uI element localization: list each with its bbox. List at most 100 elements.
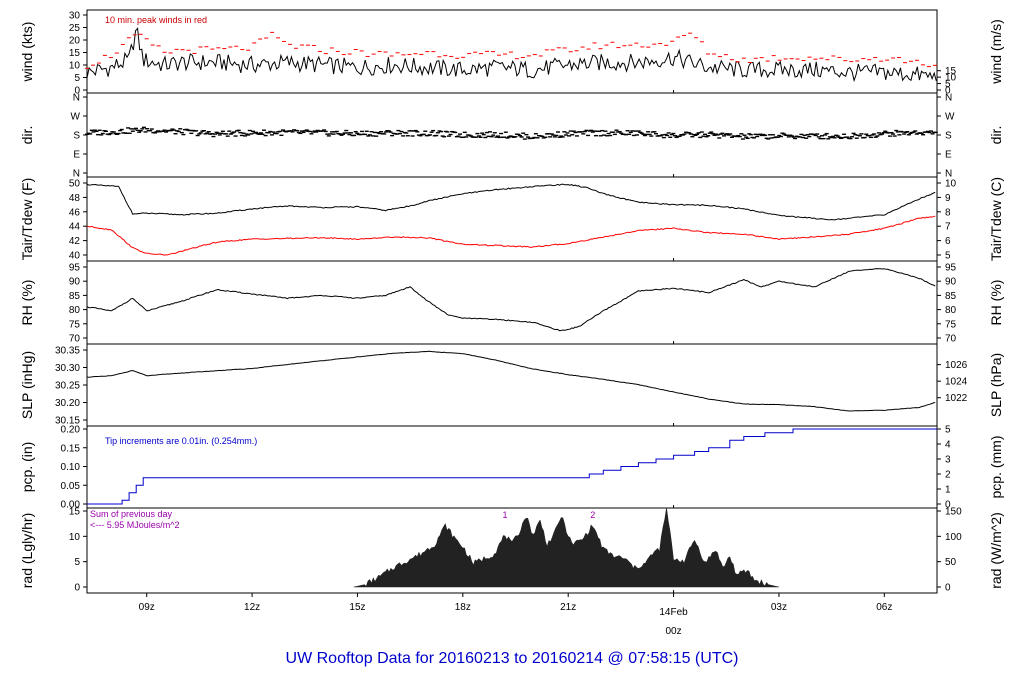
slp-right-tick-label: 1024 — [945, 377, 968, 388]
wind-right-axis-title: wind (m/s) — [988, 19, 1004, 85]
wind-frame — [86, 9, 938, 94]
dir-right-tick-label: S — [945, 131, 952, 142]
dir-left-tick-label: S — [73, 131, 80, 142]
time-tick-label: 12z — [244, 602, 260, 613]
precip-annotation: Tip increments are 0.01in. (0.254mm.) — [105, 436, 257, 446]
time-tick-label: 15z — [349, 602, 365, 613]
rh-left-tick-label: 75 — [69, 319, 81, 330]
pcp-right-axis-title: pcp. (mm) — [988, 436, 1004, 499]
wind-right-tick-label: 15 — [945, 66, 957, 77]
pcp-right-tick-label: 4 — [945, 440, 951, 451]
rad-left-tick-label: 0 — [74, 583, 80, 594]
temp-tdew-series — [86, 215, 936, 256]
rad-left-tick-label: 5 — [74, 557, 80, 568]
dir-right-tick-label: N — [945, 93, 952, 104]
pcp-left-tick-label: 0.05 — [61, 481, 81, 492]
dir-right-tick-label: N — [945, 169, 952, 180]
slp-left-tick-label: 30.15 — [55, 416, 80, 427]
rh-right-tick-label: 90 — [945, 277, 957, 288]
rad-right-tick-label: 150 — [945, 507, 962, 518]
rad-right-tick-label: 50 — [945, 557, 957, 568]
dir-left-tick-label: N — [73, 169, 80, 180]
pcp-right-tick-label: 2 — [945, 470, 951, 481]
slp-left-tick-label: 30.25 — [55, 381, 80, 392]
slp-left-tick-label: 30.20 — [55, 398, 80, 409]
rh-left-tick-label: 70 — [69, 334, 81, 345]
rad-left-tick-label: 15 — [69, 507, 81, 518]
temp-right-tick-label: 10 — [945, 179, 957, 190]
rad-right-tick-label: 0 — [945, 583, 951, 594]
slp-right-axis-title: SLP (hPa) — [988, 353, 1004, 417]
rh-left-tick-label: 95 — [69, 263, 81, 274]
temp-left-tick-label: 46 — [69, 207, 81, 218]
pcp-left-axis-title: pcp. (in) — [19, 442, 35, 493]
slp-left-tick-label: 30.35 — [55, 346, 80, 357]
rad-left-tick-label: 10 — [69, 532, 81, 543]
wind-left-tick-label: 5 — [74, 73, 80, 84]
rh-left-tick-label: 90 — [69, 277, 81, 288]
dir-right-tick-label: W — [945, 112, 955, 123]
wind-right-tick-label: 5 — [945, 79, 951, 90]
radiation-marker-label: 2 — [590, 510, 595, 520]
time-tick-label: 06z — [876, 602, 892, 613]
temp-frame — [86, 176, 938, 262]
temp-left-tick-label: 40 — [69, 251, 81, 262]
wind-left-tick-label: 20 — [69, 36, 81, 47]
slp-left-tick-label: 30.30 — [55, 363, 80, 374]
rh-right-tick-label: 75 — [945, 319, 957, 330]
temp-right-tick-label: 7 — [945, 222, 951, 233]
rad-left-axis-title: rad (Lgly/hr) — [19, 513, 35, 588]
precip-series — [87, 428, 937, 505]
time-tick-label: 00z — [666, 626, 682, 637]
wind-left-tick-label: 25 — [69, 23, 81, 34]
rh-right-tick-label: 80 — [945, 305, 957, 316]
wind-right-tick-label: 10 — [945, 73, 957, 84]
rad-right-axis-title: rad (W/m^2) — [988, 512, 1004, 589]
rh-frame — [86, 260, 938, 345]
slp-right-tick-label: 1022 — [945, 393, 968, 404]
time-tick-label: 03z — [771, 602, 787, 613]
pcp-right-tick-label: 1 — [945, 485, 951, 496]
temp-right-tick-label: 8 — [945, 207, 951, 218]
time-tick-label: 18z — [455, 602, 471, 613]
slp-left-axis-title: SLP (inHg) — [19, 351, 35, 419]
pcp-left-tick-label: 0.15 — [61, 443, 81, 454]
temp-left-tick-label: 42 — [69, 236, 81, 247]
pcp-left-tick-label: 0.10 — [61, 462, 81, 473]
temp-right-tick-label: 9 — [945, 193, 951, 204]
wind-left-tick-label: 0 — [74, 86, 80, 97]
rh-right-tick-label: 95 — [945, 263, 957, 274]
wind-left-axis-title: wind (kts) — [19, 22, 35, 83]
time-tick-label: 09z — [139, 602, 155, 613]
slp-slp-series — [86, 350, 936, 412]
temp-right-tick-label: 5 — [945, 251, 951, 262]
dir-right-tick-label: E — [945, 150, 952, 161]
radiation-annotation-line-2: <--- 5.95 MJoules/m^2 — [90, 520, 180, 530]
wind-right-tick-label: 0 — [945, 86, 951, 97]
wind-speed-series — [86, 27, 937, 83]
pcp-right-tick-label: 5 — [945, 425, 951, 436]
rh-right-axis-title: RH (%) — [988, 280, 1004, 326]
date-label: 14Feb — [659, 607, 688, 618]
temp-left-tick-label: 44 — [69, 222, 81, 233]
rh-right-tick-label: 85 — [945, 291, 957, 302]
temp-left-tick-label: 48 — [69, 193, 81, 204]
dir-left-tick-label: W — [71, 112, 81, 123]
time-tick-label: 21z — [560, 602, 576, 613]
temp-right-axis-title: Tair/Tdew (C) — [988, 177, 1004, 261]
chart-title: UW Rooftop Data for 20160213 to 20160214… — [285, 650, 739, 667]
rh-left-tick-label: 85 — [69, 291, 81, 302]
rh-right-tick-label: 70 — [945, 334, 957, 345]
temp-right-tick-label: 6 — [945, 236, 951, 247]
dir-left-axis-title: dir. — [19, 126, 35, 145]
wind-left-tick-label: 30 — [69, 11, 81, 22]
slp-frame — [86, 343, 938, 427]
wind-left-tick-label: 15 — [69, 48, 81, 59]
temp-tair-series — [86, 183, 936, 221]
slp-right-tick-label: 1026 — [945, 360, 968, 371]
dir-left-tick-label: N — [73, 93, 80, 104]
rad-frame — [86, 507, 938, 594]
rh-left-axis-title: RH (%) — [19, 280, 35, 326]
temp-left-axis-title: Tair/Tdew (F) — [19, 178, 35, 260]
radiation-annotation-line-1: Sum of previous day — [90, 509, 173, 519]
